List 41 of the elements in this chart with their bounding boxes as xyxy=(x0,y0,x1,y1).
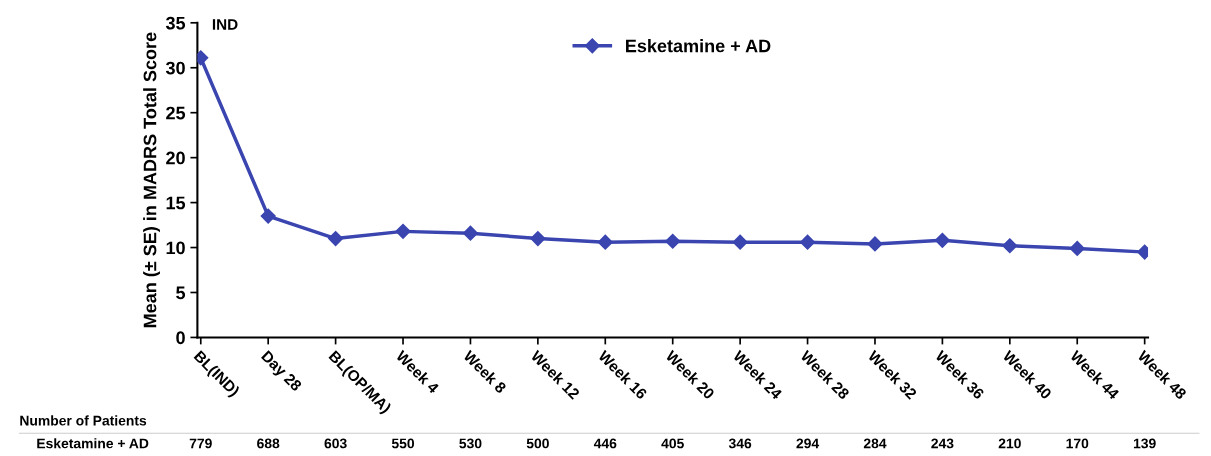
text: 170 xyxy=(1066,438,1089,449)
point xyxy=(934,232,950,248)
y-tick-label: 10 xyxy=(166,241,185,255)
text: 210 xyxy=(998,438,1021,449)
point xyxy=(328,230,344,247)
annotation: IND xyxy=(212,19,238,30)
text: 294 xyxy=(796,438,820,449)
y-tick-label: 30 xyxy=(165,61,185,75)
y-tick-label: 0 xyxy=(176,331,185,345)
text: 688 xyxy=(257,438,280,449)
point xyxy=(395,223,411,239)
text: Number of Patients xyxy=(20,415,147,426)
y-tick-label: 5 xyxy=(176,286,186,300)
text: 500 xyxy=(526,438,549,449)
point xyxy=(462,225,479,241)
point xyxy=(1002,238,1018,254)
text: 550 xyxy=(391,438,415,449)
text: 243 xyxy=(931,438,954,449)
text: Esketamine + AD xyxy=(37,438,149,449)
point xyxy=(260,208,276,224)
point xyxy=(799,234,816,250)
text: 603 xyxy=(324,438,347,449)
legend-label: Esketamine + AD xyxy=(626,39,771,53)
text: 530 xyxy=(459,438,482,449)
point xyxy=(597,234,613,250)
point xyxy=(530,230,546,247)
text: 284 xyxy=(863,438,887,449)
text: 446 xyxy=(593,438,617,449)
text: 139 xyxy=(1133,438,1156,449)
y-tick-label: 35 xyxy=(165,16,186,30)
text: 405 xyxy=(661,438,684,449)
point xyxy=(867,236,883,252)
y-tick-label: 20 xyxy=(166,151,185,165)
text: 346 xyxy=(728,438,752,449)
point xyxy=(665,233,681,249)
y-axis-title: Mean (± SE) in MADRS Total Score xyxy=(143,32,160,328)
y-tick-label: 15 xyxy=(166,196,186,210)
point xyxy=(732,234,748,250)
text: 779 xyxy=(189,438,212,449)
point xyxy=(1069,240,1085,257)
y-tick-label: 25 xyxy=(166,106,186,120)
